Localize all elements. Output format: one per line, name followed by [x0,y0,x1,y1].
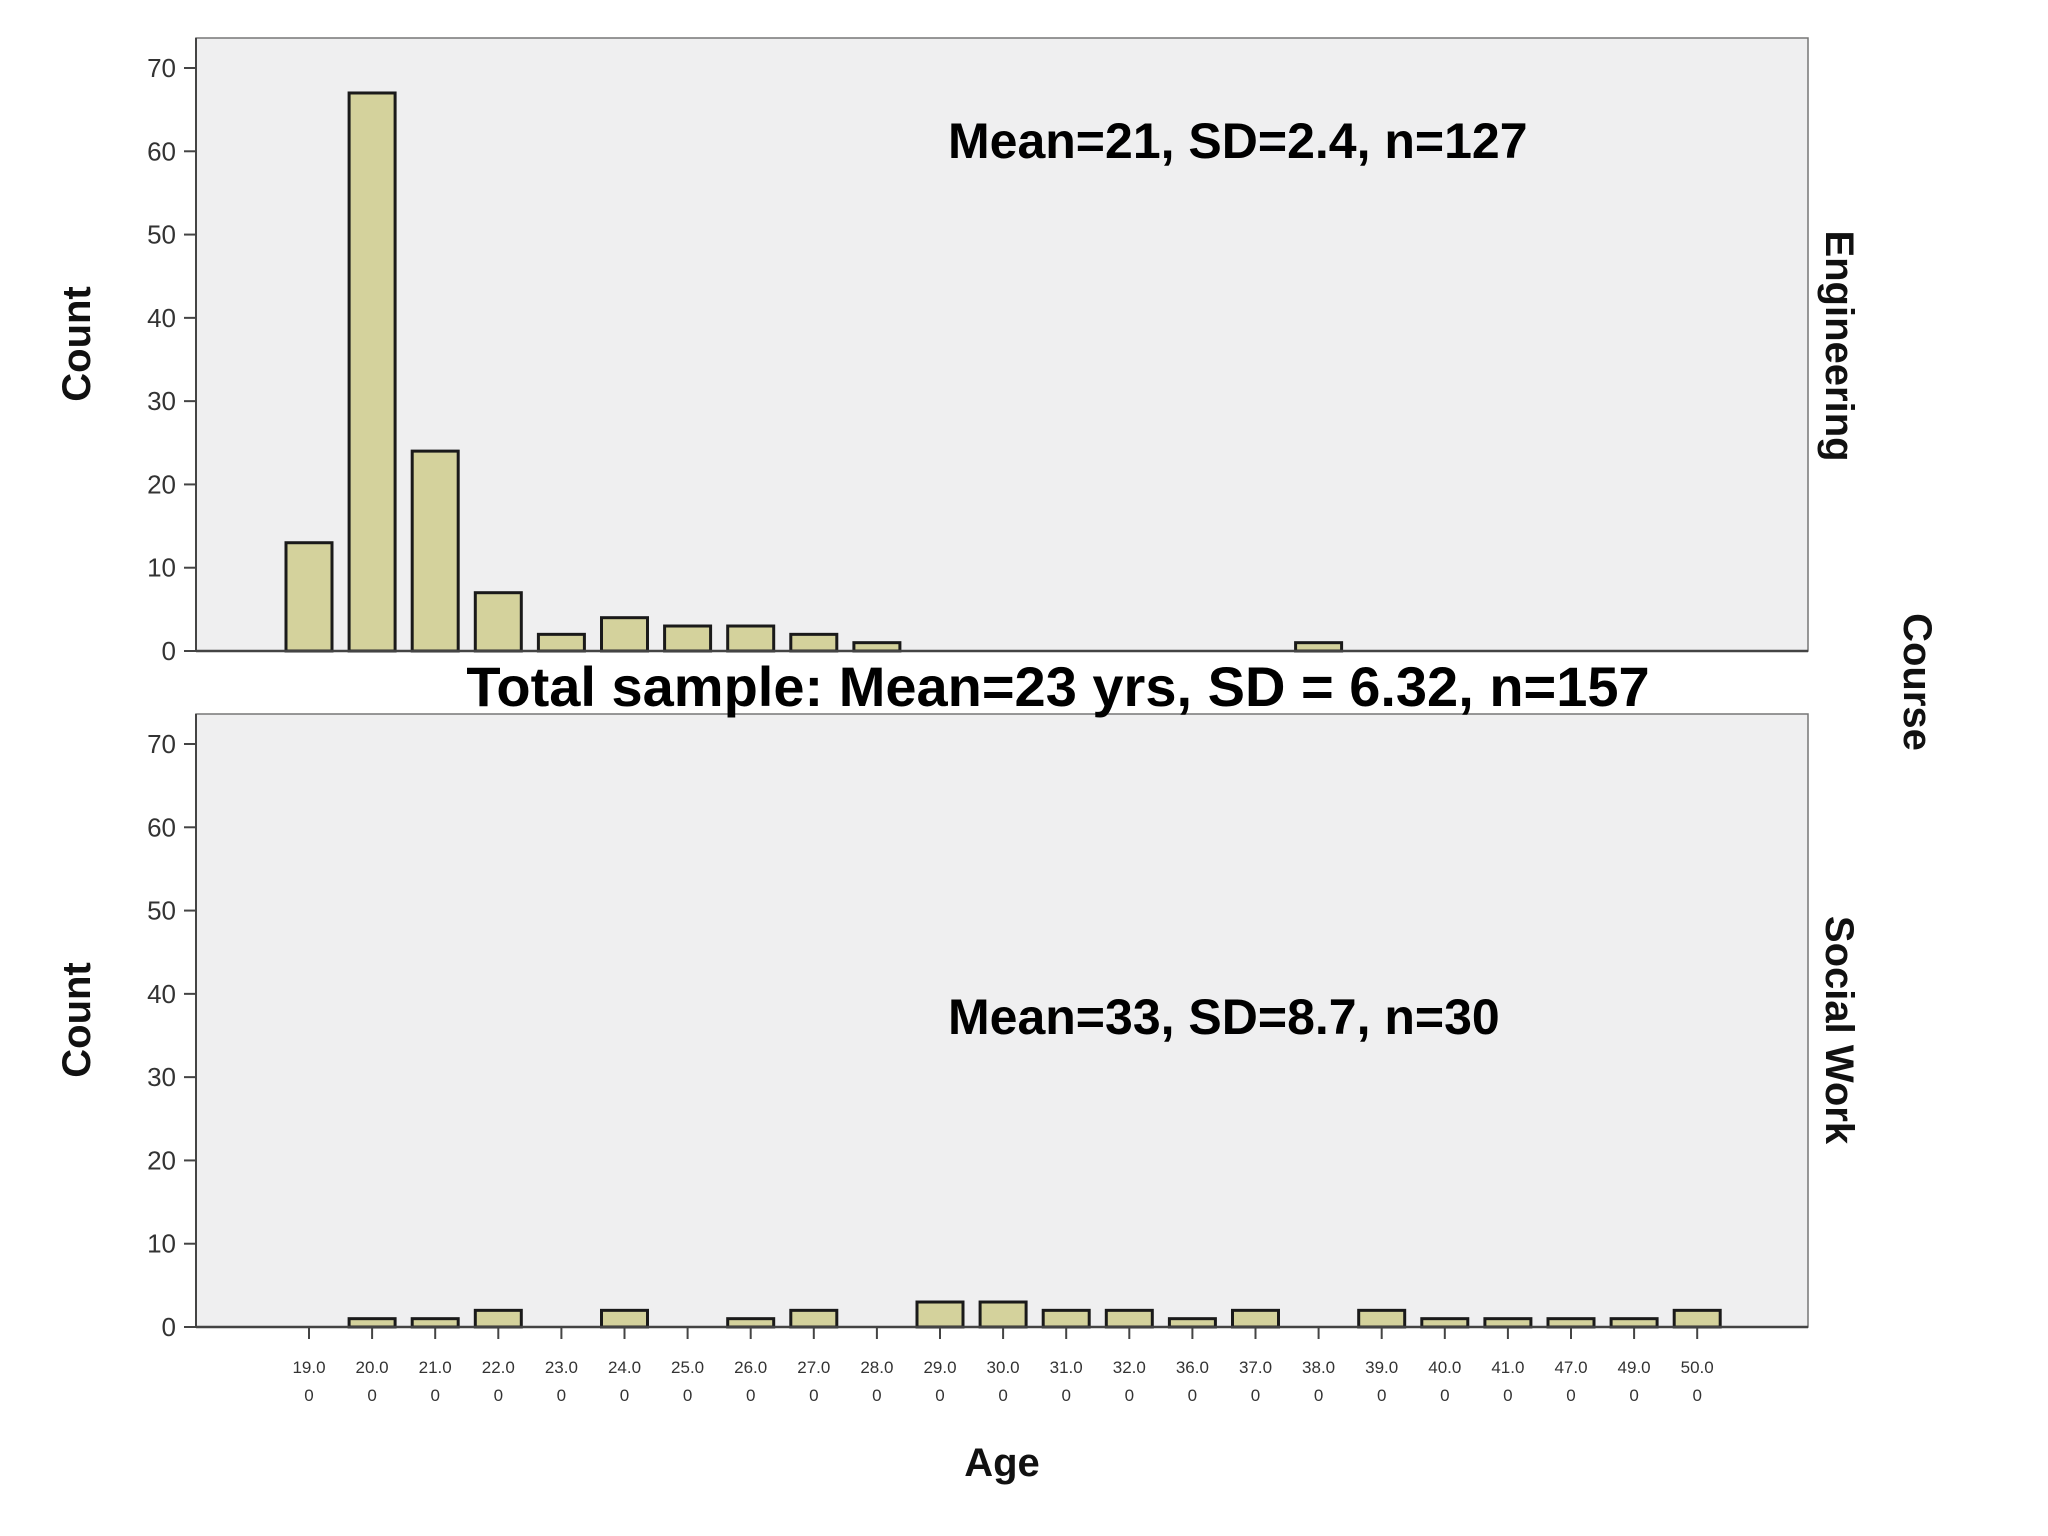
x-tick-label-line2: 0 [746,1386,755,1405]
bar-39.00 [1357,1308,1407,1329]
x-tick-label-line2: 0 [1566,1386,1575,1405]
x-tick-label-line2: 0 [872,1386,881,1405]
x-tick-label-line1: 37.0 [1239,1358,1272,1377]
x-tick-label-line2: 0 [1377,1386,1386,1405]
y-axis-title-top: Count [55,286,99,402]
bar-22.00 [473,1308,523,1329]
x-tick-label-line2: 0 [304,1386,313,1405]
x-tick-label-line1: 31.0 [1050,1358,1083,1377]
y-tick-label: 10 [147,1229,176,1259]
x-tick-label-line2: 0 [1629,1386,1638,1405]
bar-20.00 [347,91,397,653]
annotation-engineering: Mean=21, SD=2.4, n=127 [948,113,1528,169]
y-tick-label: 40 [147,979,176,1009]
x-tick-label-line1: 38.0 [1302,1358,1335,1377]
row-variable-label: Course [1895,613,1939,751]
x-tick-label-line2: 0 [935,1386,944,1405]
x-tick-label-line1: 20.0 [356,1358,389,1377]
y-tick-label: 20 [147,469,176,499]
y-tick-label: 70 [147,729,176,759]
panel-label-social-work: Social Work [1817,916,1861,1145]
bar-25.00 [663,624,713,653]
y-tick-label: 0 [162,636,176,666]
x-tick-label-line2: 0 [430,1386,439,1405]
y-tick-label: 70 [147,53,176,83]
bar-24.00 [600,1308,649,1329]
x-axis: 19.0 0 20.0 0 21.0 0 22.0 0 23.0 0 24.0 0 25.0 0 26.0 0… [292,1327,1714,1405]
y-tick-label: 0 [162,1312,176,1342]
x-tick-label-line1: 22.0 [482,1358,515,1377]
bar-26.00 [726,624,776,653]
x-tick-label-line2: 0 [494,1386,503,1405]
y-tick-label: 20 [147,1145,176,1175]
panel-label-engineering: Engineering [1817,230,1861,461]
bar-27.00 [789,1308,839,1329]
y-tick-label: 30 [147,1062,176,1092]
x-tick-label-line2: 0 [557,1386,566,1405]
x-tick-label-line1: 28.0 [860,1358,893,1377]
x-tick-label-line1: 32.0 [1113,1358,1146,1377]
y-tick-label: 60 [147,136,176,166]
x-tick-label-line2: 0 [1061,1386,1070,1405]
x-tick-label-line1: 47.0 [1554,1358,1587,1377]
x-tick-label-line2: 0 [620,1386,629,1405]
x-tick-label-line2: 0 [1251,1386,1260,1405]
y-tick-label: 40 [147,303,176,333]
bar-29.00 [915,1300,965,1329]
x-tick-label-line2: 0 [1692,1386,1701,1405]
x-tick-label-line1: 41.0 [1491,1358,1524,1377]
x-tick-label-line2: 0 [1314,1386,1323,1405]
bar-32.00 [1104,1308,1154,1329]
x-tick-label-line1: 40.0 [1428,1358,1461,1377]
panel-social-work: 0 10 20 30 40 50 60 70 [147,713,1809,1342]
y-tick-label: 50 [147,220,176,250]
chart-panels: 0 10 20 30 40 50 60 70 0 10 20 30 40 50 60 70 [147,37,1809,1342]
x-axis-title: Age [964,1441,1040,1485]
panel-background [195,713,1809,1328]
x-tick-label-line2: 0 [1125,1386,1134,1405]
x-tick-label-line1: 29.0 [923,1358,956,1377]
x-tick-label-line1: 50.0 [1681,1358,1714,1377]
bar-24.00 [600,616,649,653]
panel-engineering: 0 10 20 30 40 50 60 70 [147,37,1809,666]
x-tick-label-line1: 39.0 [1365,1358,1398,1377]
bar-23.00 [536,632,586,653]
y-tick-label: 30 [147,386,176,416]
annotation-social-work: Mean=33, SD=8.7, n=30 [948,989,1500,1045]
bar-19.00 [284,541,334,653]
x-tick-label-line2: 0 [1503,1386,1512,1405]
x-tick-label-line1: 26.0 [734,1358,767,1377]
y-tick-label: 50 [147,896,176,926]
x-tick-label-line1: 24.0 [608,1358,641,1377]
bar-21.00 [410,449,460,653]
title: Total sample: Mean=23 yrs, SD = 6.32, n=… [466,655,1649,718]
bar-22.00 [473,591,523,653]
x-tick-label-line1: 49.0 [1618,1358,1651,1377]
bar-31.00 [1041,1308,1091,1329]
bar-27.00 [789,632,839,653]
x-tick-label-line1: 27.0 [797,1358,830,1377]
x-tick-label-line1: 36.0 [1176,1358,1209,1377]
x-tick-label-line1: 30.0 [987,1358,1020,1377]
y-axis-title-bottom: Count [55,962,99,1078]
x-tick-label-line2: 0 [683,1386,692,1405]
bar-30.00 [978,1300,1028,1329]
x-tick-label-line1: 21.0 [419,1358,452,1377]
x-tick-label-line2: 0 [367,1386,376,1405]
bar-50.00 [1672,1308,1722,1329]
x-tick-label-line2: 0 [1188,1386,1197,1405]
x-tick-label-line2: 0 [1440,1386,1449,1405]
x-tick-label-line2: 0 [809,1386,818,1405]
x-tick-label-line1: 25.0 [671,1358,704,1377]
x-tick-label-line2: 0 [998,1386,1007,1405]
y-tick-label: 10 [147,553,176,583]
x-tick-label-line1: 19.0 [292,1358,325,1377]
y-tick-label: 60 [147,812,176,842]
bar-37.00 [1231,1308,1280,1329]
panel-background [195,37,1809,652]
x-tick-label-line1: 23.0 [545,1358,578,1377]
